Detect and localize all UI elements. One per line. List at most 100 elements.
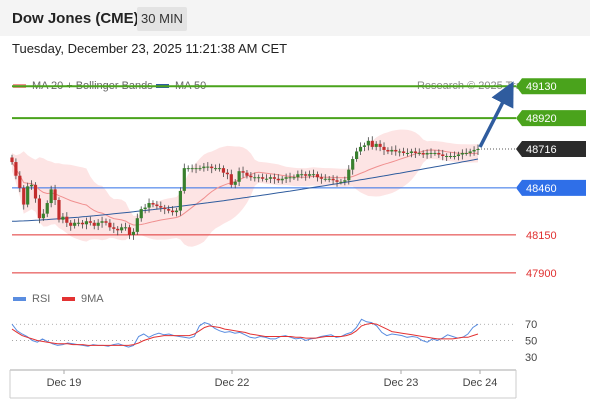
candle-body <box>425 152 429 155</box>
level-tag-49130 <box>516 78 586 95</box>
candle-body <box>88 221 92 223</box>
candle-body <box>22 187 26 205</box>
candle-body <box>401 151 406 153</box>
rsi-series-9ma <box>11 322 479 346</box>
candle-body <box>53 189 57 200</box>
levels-layer <box>12 85 516 274</box>
candle-body <box>84 221 89 225</box>
candle-body <box>163 207 167 210</box>
level-tag-48920 <box>516 110 586 127</box>
candle-body <box>96 222 100 226</box>
candle-body <box>194 168 198 170</box>
candle-body <box>80 222 85 225</box>
candle-body <box>456 154 461 156</box>
candle-body <box>398 151 402 153</box>
candle-body <box>61 216 65 220</box>
candle-body <box>49 189 53 204</box>
candle-body <box>10 157 14 163</box>
candle-body <box>241 171 245 173</box>
candle-body <box>417 152 421 154</box>
instrument-title: Dow Jones (CME) <box>12 10 139 27</box>
candle-body <box>41 213 45 219</box>
candle-body <box>186 168 190 170</box>
level-label-48150: 48150 <box>526 230 557 242</box>
candle-body <box>245 172 249 176</box>
candle-body <box>69 222 73 226</box>
rsi-tick-70: 70 <box>525 319 537 331</box>
rsi-layer: 70 50 30 <box>11 318 537 364</box>
rsi-series-rsi <box>11 318 479 348</box>
level-label-48920: 48920 <box>526 113 557 125</box>
candle-body <box>123 227 128 229</box>
candle-body <box>264 178 269 180</box>
candle-body <box>304 174 308 176</box>
forecast-arrow <box>478 81 514 148</box>
moving-averages-layer <box>11 81 514 226</box>
candle-body <box>366 140 370 146</box>
candle-body <box>331 178 335 181</box>
candle-body <box>65 216 69 223</box>
candle-body <box>323 178 327 180</box>
candle-body <box>437 152 441 155</box>
candle-body <box>339 181 343 183</box>
candle-body <box>214 168 218 170</box>
level-label-48460: 48460 <box>526 183 557 195</box>
candle-body <box>159 206 163 208</box>
candle-body <box>261 177 265 179</box>
candle-body <box>284 177 288 179</box>
candle-body <box>143 207 147 210</box>
candle-body <box>476 149 480 151</box>
candle-body <box>374 143 378 147</box>
candle-body <box>225 172 229 175</box>
candle-body <box>460 152 464 155</box>
level-label-49130: 49130 <box>526 81 557 93</box>
candle-body <box>206 166 210 168</box>
candle-body <box>131 231 135 235</box>
candle-body <box>311 174 316 176</box>
x-tick-label: Dec 23 <box>384 377 419 389</box>
candle-body <box>308 174 312 176</box>
candle-body <box>167 209 171 211</box>
candle-body <box>112 227 116 229</box>
candle-body <box>210 166 214 169</box>
interval-button[interactable]: 30 MIN <box>137 7 187 31</box>
candle-body <box>182 168 186 191</box>
candle-body <box>409 151 414 153</box>
candle-body <box>378 143 382 147</box>
candle-body <box>174 210 179 213</box>
candle-body <box>433 152 437 154</box>
candle-body <box>343 180 347 182</box>
candle-body <box>276 178 280 181</box>
candle-body <box>288 177 292 179</box>
candle-body <box>268 177 273 179</box>
candle-body <box>441 154 445 156</box>
candle-body <box>405 152 410 154</box>
candle-body <box>73 222 77 226</box>
ma9-swatch <box>62 297 75 301</box>
candle-body <box>362 145 367 147</box>
level-labels-layer: 49130 48920 48716 48460 48150 47900 <box>516 78 586 280</box>
rsi-swatch <box>13 297 26 301</box>
candle-body <box>351 159 355 170</box>
legend-9ma-label: 9MA <box>81 293 104 305</box>
rsi-tick-50: 50 <box>525 336 537 348</box>
candle-body <box>198 168 202 170</box>
candle-body <box>445 156 449 157</box>
candle-body <box>178 190 182 211</box>
candle-body <box>315 174 320 178</box>
ma20-line <box>11 149 479 226</box>
x-tick-label: Dec 19 <box>47 377 82 389</box>
candle-body <box>448 156 453 157</box>
candle-body <box>229 174 233 185</box>
level-tag-48460 <box>516 179 586 196</box>
candle-body <box>33 184 38 199</box>
candle-body <box>292 177 296 179</box>
candle-body <box>221 168 226 173</box>
candle-body <box>135 218 139 232</box>
header-bar: Dow Jones (CME) 30 MIN <box>0 0 590 36</box>
candle-body <box>272 177 276 179</box>
legend-9ma: 9MA <box>62 293 104 305</box>
level-label-48716: 48716 <box>526 144 557 156</box>
candle-body <box>120 227 124 231</box>
